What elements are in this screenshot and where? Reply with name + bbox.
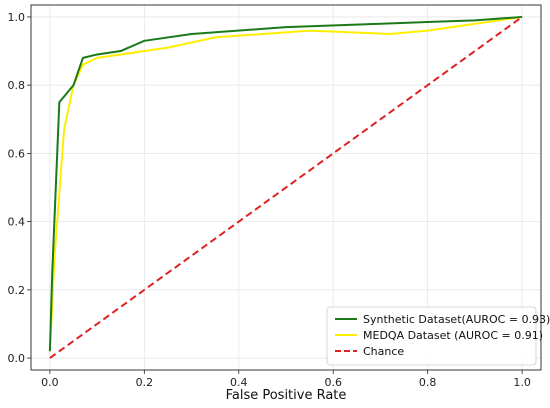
- x-axis-label: False Positive Rate: [226, 388, 347, 403]
- y-tick-label: 0.8: [8, 79, 26, 92]
- x-tick-label: 1.0: [513, 376, 531, 389]
- axes: 0.0 0.2 0.4 0.6 0.8 1.0 0.0 0.2 0.4 0.6 0.8 1.0 Fals…: [8, 4, 542, 403]
- x-tick-label: 0.4: [230, 376, 248, 389]
- legend-label-2: Chance: [363, 345, 404, 358]
- x-tick-label: 0.2: [136, 376, 154, 389]
- plot-lines: [48, 15, 523, 359]
- x-tick-label: 0.0: [41, 376, 59, 389]
- y-tick-label: 0.4: [8, 216, 26, 229]
- series-line-1: [48, 15, 523, 352]
- y-tick-label: 0.0: [8, 352, 26, 365]
- legend-label-0: Synthetic Dataset(AUROC = 0.93): [363, 313, 550, 326]
- x-tick-label: 0.6: [324, 376, 342, 389]
- legend-label-1: MEDQA Dataset (AUROC = 0.91): [363, 329, 543, 342]
- series-line-2: [49, 16, 523, 359]
- grid-lines: [31, 5, 541, 370]
- plot-frame: [30, 4, 542, 371]
- legend: Synthetic Dataset(AUROC = 0.93) MEDQA Dat…: [326, 306, 550, 366]
- series-line-0: [48, 15, 523, 352]
- y-tick-label: 0.6: [8, 147, 26, 160]
- x-tick-label: 0.8: [419, 376, 437, 389]
- y-tick-label: 1.0: [8, 11, 26, 24]
- legend-box: [326, 306, 537, 366]
- y-tick-label: 0.2: [8, 284, 26, 297]
